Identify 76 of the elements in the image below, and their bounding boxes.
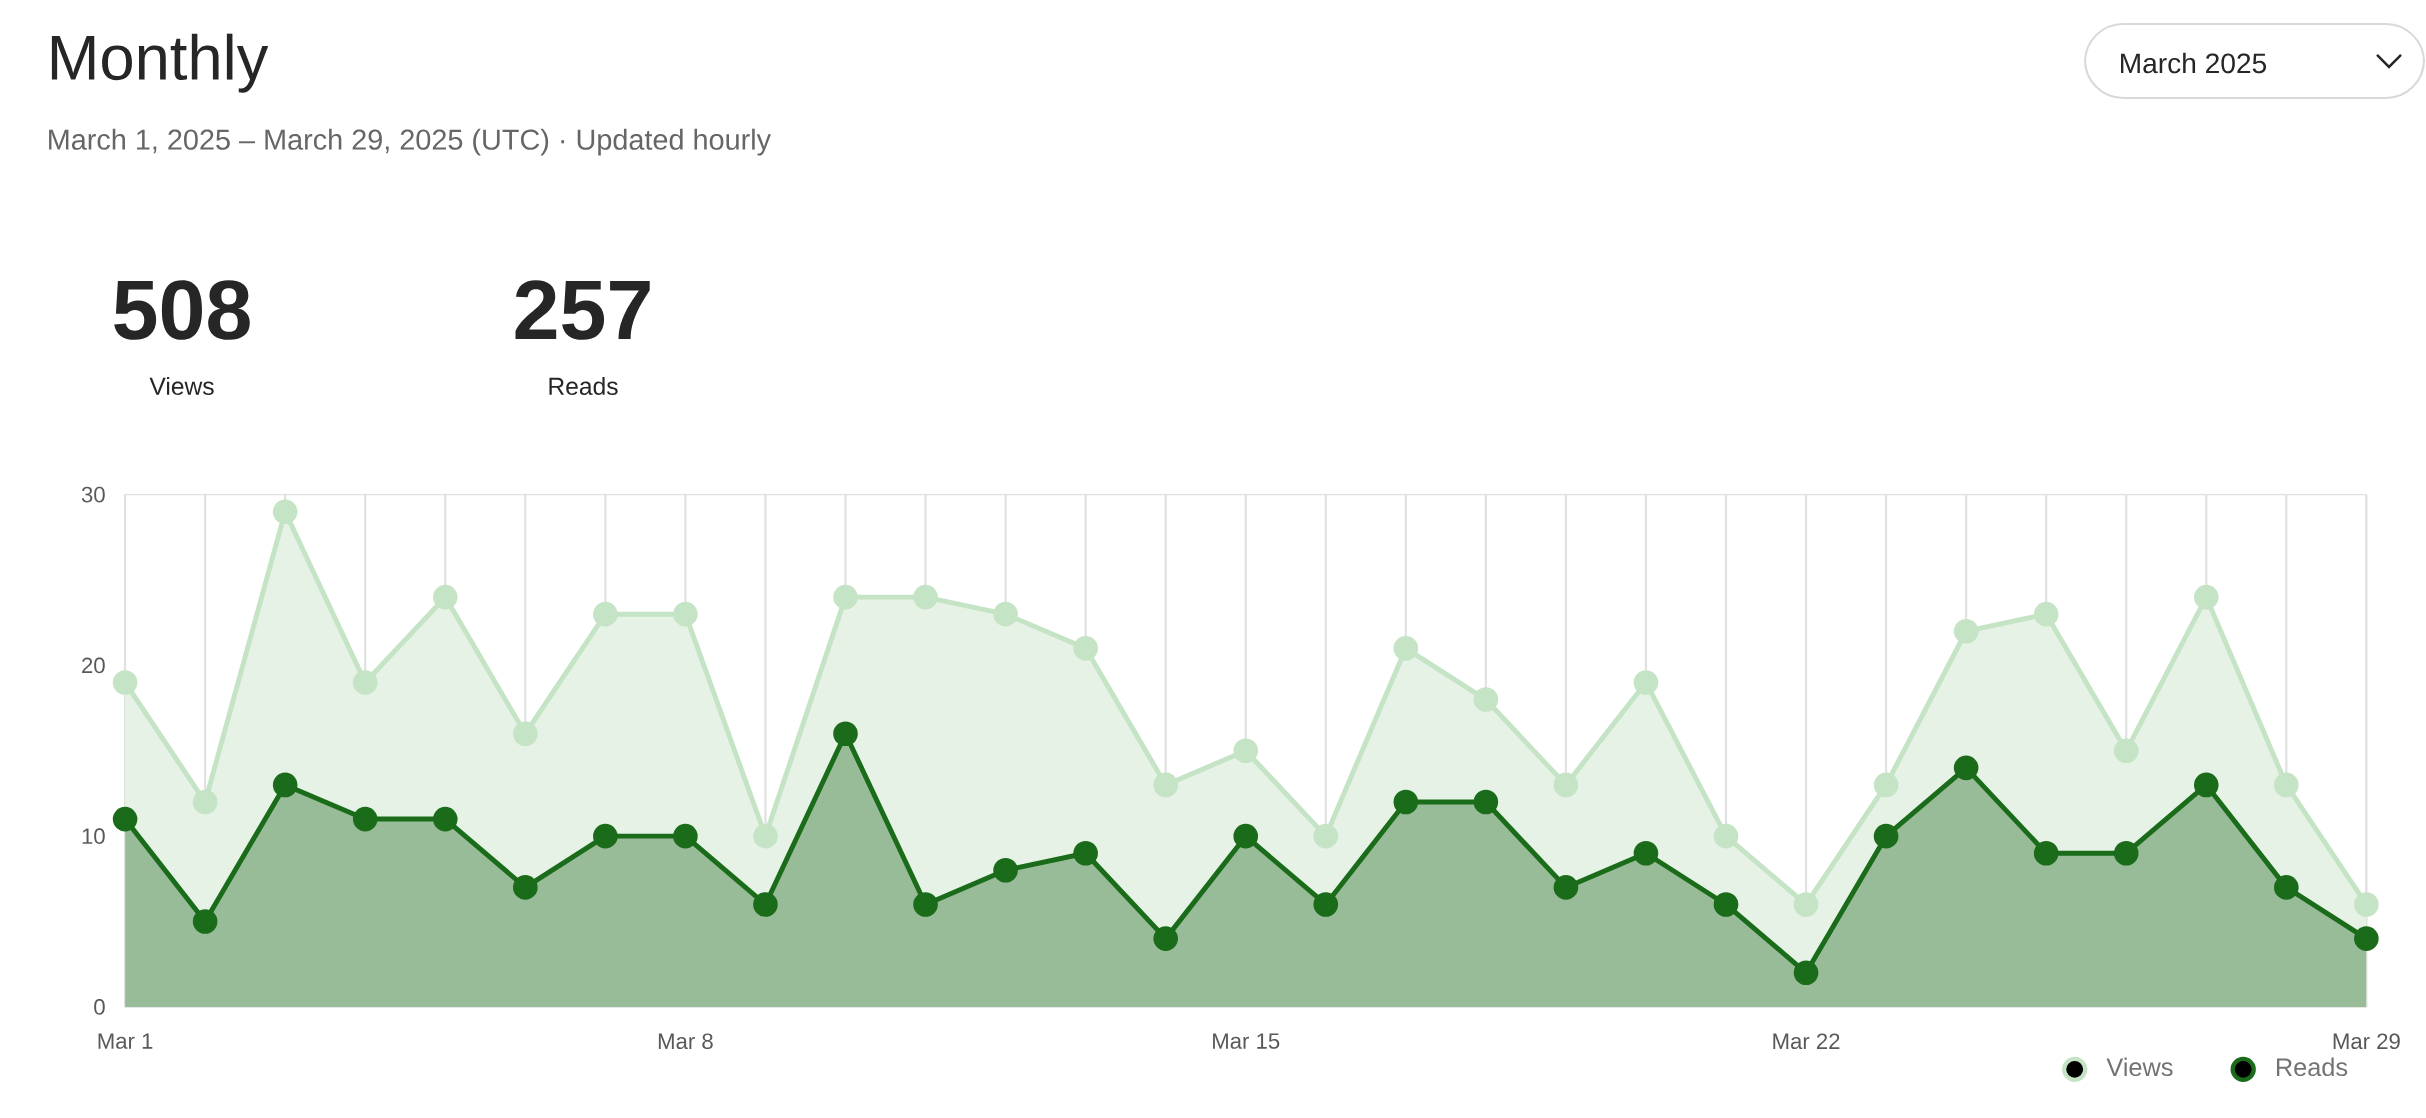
- point: [1553, 875, 1579, 900]
- point: [2033, 601, 2059, 627]
- point: [2193, 772, 2219, 798]
- y-tick-label: 10: [82, 828, 105, 845]
- point: [1153, 772, 1178, 798]
- point: [673, 823, 698, 849]
- chart-subtitle: March 1, 2025 – March 29, 2025 (UTC) · Updated hourly: [49, 128, 771, 156]
- point: [192, 789, 218, 815]
- x-tick-label: Mar 22: [1773, 1033, 1840, 1050]
- y-tick-label: 30: [81, 486, 105, 503]
- point: [2113, 840, 2139, 866]
- y-tick-label: 20: [82, 657, 105, 674]
- point: [2033, 840, 2059, 866]
- point: [1873, 772, 1899, 798]
- y-tick-label: 0: [94, 999, 105, 1015]
- point: [1073, 636, 1098, 661]
- point: [112, 806, 138, 832]
- x-tick-label: Mar 15: [1213, 1033, 1280, 1049]
- point: [913, 892, 938, 917]
- point: [1233, 823, 1259, 849]
- point: [1073, 840, 1098, 866]
- point: [1793, 960, 1819, 986]
- point: [753, 892, 778, 917]
- point: [1953, 755, 1979, 781]
- point: [1713, 892, 1739, 917]
- point: [1393, 789, 1419, 815]
- point: [1873, 823, 1899, 849]
- point: [2193, 584, 2219, 610]
- point: [1233, 738, 1259, 764]
- x-tick-label: Mar 29: [2333, 1033, 2400, 1050]
- point: [1313, 892, 1339, 917]
- point: [913, 584, 938, 610]
- point: [352, 670, 378, 695]
- point: [1633, 670, 1659, 695]
- point: [432, 584, 458, 610]
- point: [593, 823, 618, 849]
- point: [2274, 875, 2299, 900]
- text: March 2025: [2121, 52, 2267, 74]
- legend-label: Reads: [2276, 1057, 2348, 1077]
- point: [1953, 618, 1979, 644]
- chart-title: Monthly: [51, 33, 269, 93]
- point: [593, 601, 618, 627]
- point: [1393, 636, 1419, 661]
- point: [513, 875, 538, 900]
- x-tick-label: Mar 8: [658, 1033, 713, 1050]
- point: [112, 670, 138, 695]
- text: 508: [114, 280, 250, 340]
- point: [2354, 926, 2379, 951]
- point: [432, 806, 458, 832]
- point: [673, 601, 698, 627]
- legend-label: Views: [2106, 1057, 2173, 1077]
- text: 257: [515, 280, 650, 340]
- point: [513, 721, 538, 747]
- point: [2113, 738, 2139, 764]
- point: [352, 806, 378, 832]
- text: Views: [149, 376, 214, 395]
- point: [272, 499, 298, 525]
- point: [1473, 789, 1499, 815]
- point: [993, 858, 1018, 883]
- point: [2274, 772, 2299, 798]
- point: [1793, 892, 1819, 917]
- point: [1553, 772, 1579, 798]
- point: [833, 584, 858, 610]
- point: [192, 909, 218, 934]
- point: [1633, 840, 1659, 866]
- point: [1473, 687, 1499, 712]
- point: [753, 823, 778, 849]
- x-tick-label: Mar 1: [98, 1033, 153, 1049]
- text: Reads: [549, 376, 618, 395]
- point: [993, 601, 1018, 627]
- point: [1313, 823, 1339, 849]
- point: [1713, 823, 1739, 849]
- point: [2354, 892, 2379, 917]
- point: [833, 721, 858, 747]
- point: [272, 772, 298, 798]
- point: [1153, 926, 1178, 951]
